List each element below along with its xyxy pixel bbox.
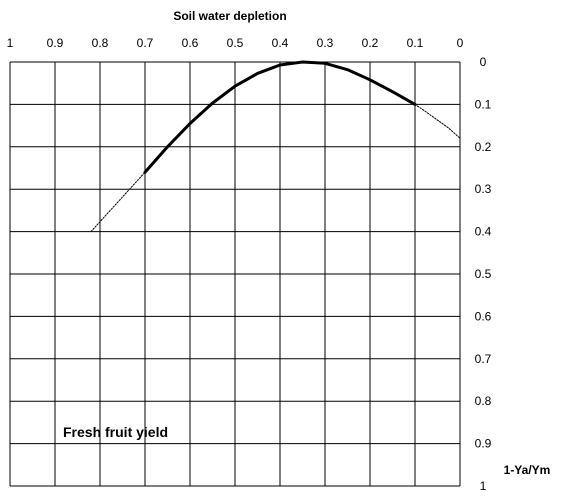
x-tick-label: 0.8 — [92, 36, 109, 50]
x-tick-label: 0.9 — [47, 36, 64, 50]
x-tick-label: 0.7 — [137, 36, 154, 50]
y-tick-label: 0.2 — [475, 140, 492, 154]
x-tick-label: 1 — [7, 36, 14, 50]
chart-grid — [9, 61, 461, 487]
x-tick-label: 0.5 — [227, 36, 244, 50]
chart-annotation: Fresh fruit yield — [63, 424, 168, 440]
y-tick-label: 0.5 — [475, 267, 492, 281]
series-line-solid — [143, 60, 417, 174]
y-tick-label: 1 — [480, 479, 487, 493]
y-tick-label: 0.6 — [475, 309, 492, 323]
y-tick-label: 0.9 — [475, 437, 492, 451]
x-axis-ticks: 1 0.9 0.8 0.7 0.6 0.5 0.4 0.3 0.2 0.1 0 — [7, 36, 464, 50]
y-tick-label: 0.8 — [475, 394, 492, 408]
x-tick-label: 0.3 — [317, 36, 334, 50]
y-tick-label: 0.7 — [475, 352, 492, 366]
y-tick-label: 0.3 — [475, 182, 492, 196]
x-tick-label: 0.6 — [182, 36, 199, 50]
y-tick-label: 0 — [480, 55, 487, 69]
chart-title: Soil water depletion — [173, 9, 286, 23]
x-tick-label: 0.2 — [362, 36, 379, 50]
y-axis-ticks: 0 0.1 0.2 0.3 0.4 0.5 0.6 0.7 0.8 0.9 1 — [475, 55, 492, 493]
series-line-dotted — [90, 171, 146, 233]
x-tick-label: 0.1 — [407, 36, 424, 50]
chart-series — [90, 60, 461, 233]
y-axis-label: 1-Ya/Ym — [504, 463, 551, 477]
series-line-dotted — [414, 103, 461, 139]
y-tick-label: 0.4 — [475, 225, 492, 239]
x-tick-label: 0 — [457, 36, 464, 50]
x-tick-label: 0.4 — [272, 36, 289, 50]
y-tick-label: 0.1 — [475, 97, 492, 111]
